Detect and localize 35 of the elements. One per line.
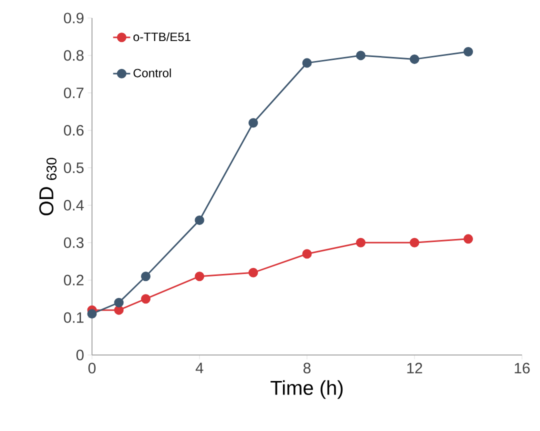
y-tick-label: 0.8 [64,50,84,61]
point [410,54,420,64]
x-tick-label: 8 [303,362,311,374]
point [302,249,312,259]
y-tick-label: 0 [76,350,84,360]
legend-label: o-TTB/E51 [133,32,190,42]
x-tick-label: 16 [514,362,530,374]
y-tick-label: 0.5 [64,162,84,174]
point [464,46,474,56]
point [141,294,150,304]
point [141,272,150,282]
y-tick-label: 0.3 [64,237,84,248]
y-tick-label: 0.9 [64,12,84,24]
point [302,58,312,68]
x-axis-title: Time (h) [270,380,343,399]
y-tick-label: 0.6 [64,125,84,136]
y-tick-label: 0.2 [64,274,84,286]
point [356,238,366,248]
point [194,215,204,225]
point [464,234,474,244]
point [87,309,97,319]
x-tick-label: 4 [196,362,204,374]
y-tick-label: 0.4 [64,200,84,211]
point [356,50,366,60]
y-tick-label: 0.1 [64,312,84,323]
x-tick-label: 0 [88,362,96,374]
x-tick-label: 12 [407,362,422,374]
legend-label: Control [134,68,171,78]
y-axis-title: OD $_{630}$ [39,158,56,216]
point [248,268,258,278]
point [194,272,204,282]
point [248,118,258,128]
y-tick-label: 0.7 [64,88,84,98]
point [410,238,420,248]
point [114,298,124,308]
